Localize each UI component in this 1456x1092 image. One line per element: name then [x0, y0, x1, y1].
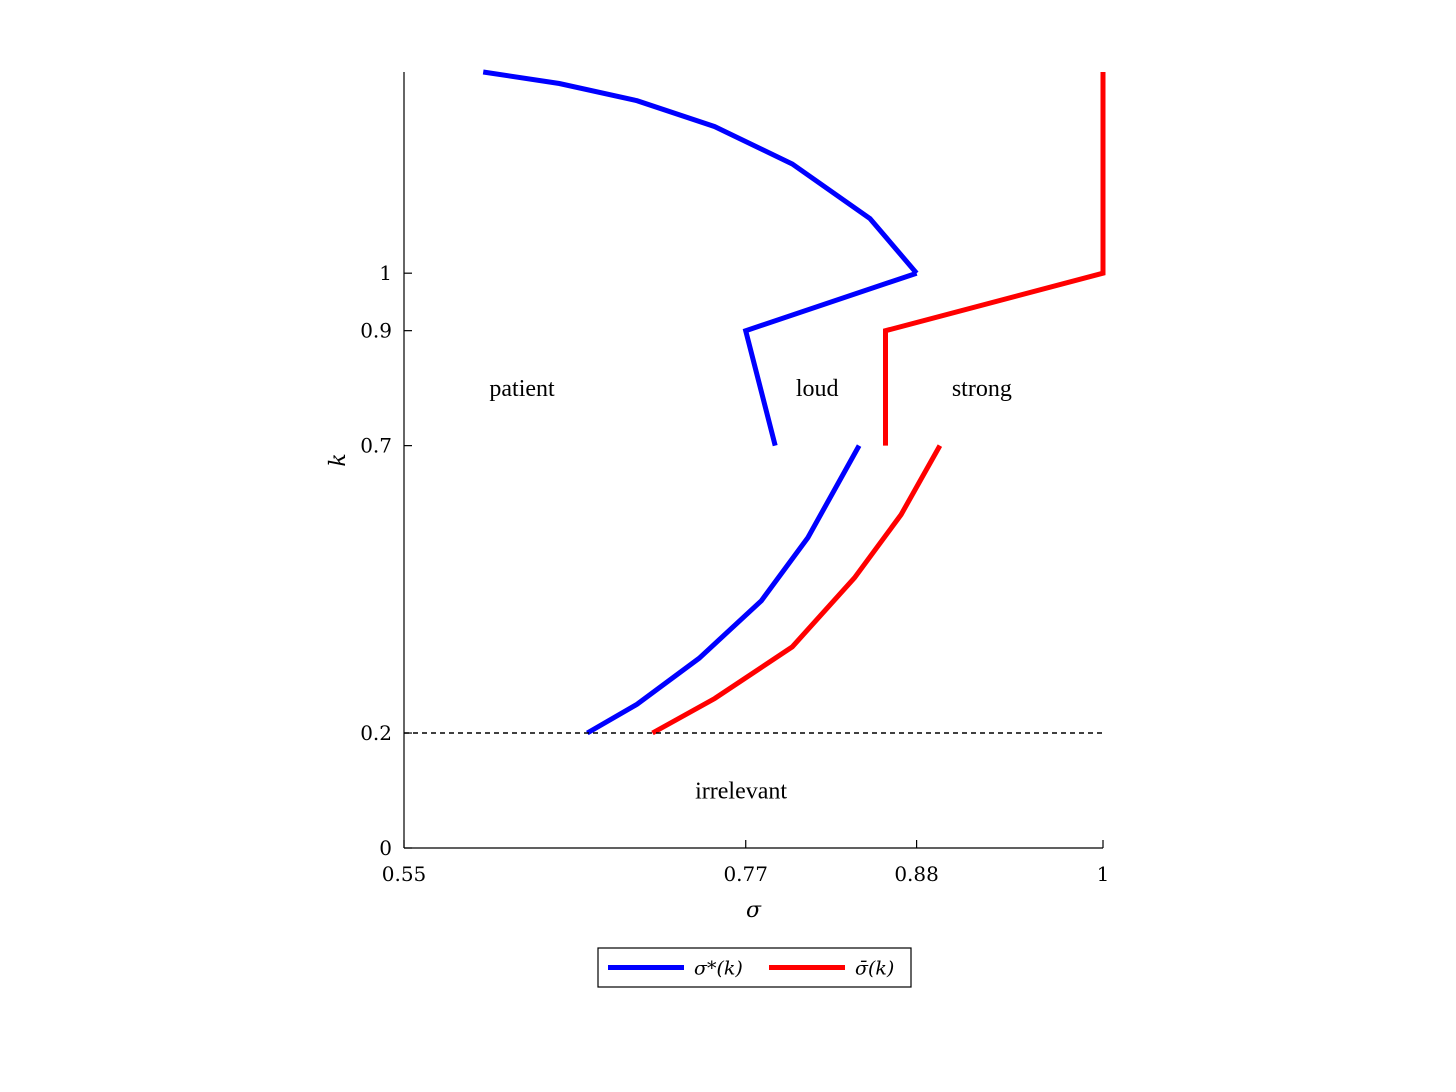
axes-layer: 0.55 0.77 0.88 1 0 0.2 0.7 0.9 1 σ k	[326, 72, 1109, 923]
annotation-layer: patient loud strong irrelevant	[489, 376, 1011, 804]
legend-label-1: σ̄(k)	[855, 958, 894, 980]
series-0-segment-1	[742, 270, 918, 447]
series-0-segment-2	[586, 444, 862, 736]
y-tick-label-3: 0.9	[360, 319, 392, 343]
series-0-segment-0	[482, 69, 919, 275]
region-label-patient: patient	[489, 376, 555, 402]
series-layer	[482, 69, 1106, 736]
y-tick-label-4: 1	[379, 261, 392, 285]
region-label-strong: strong	[952, 376, 1012, 402]
y-axis-label: k	[326, 453, 351, 466]
legend: σ*(k) σ̄(k)	[597, 947, 912, 988]
y-tick-label-1: 0.2	[360, 721, 392, 745]
x-axis-label: σ	[746, 898, 762, 923]
x-tick-label-0: 0.55	[382, 862, 427, 886]
x-tick-label-1: 0.77	[723, 862, 768, 886]
series-1-segment-1	[651, 444, 943, 736]
x-tick-label-2: 0.88	[894, 862, 939, 886]
series-1-segment-0	[883, 72, 1106, 446]
x-tick-label-3: 1	[1097, 862, 1110, 886]
region-label-loud: loud	[796, 376, 839, 402]
region-label-irrelevant: irrelevant	[695, 779, 787, 805]
legend-label-0: σ*(k)	[694, 958, 743, 980]
y-tick-label-0: 0	[379, 836, 392, 860]
y-tick-label-2: 0.7	[360, 434, 392, 458]
